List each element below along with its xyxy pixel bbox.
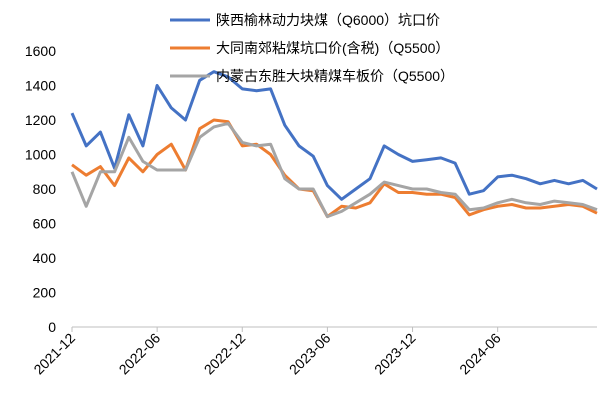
y-tick-label: 400 (33, 250, 57, 266)
y-tick-label: 1000 (25, 147, 56, 163)
y-tick-label: 0 (48, 319, 56, 335)
y-tick-label: 600 (33, 216, 57, 232)
x-tick-label: 2024-06 (456, 330, 504, 378)
y-tick-label: 1600 (25, 43, 56, 59)
legend-label: 陕西榆林动力块煤（Q6000）坑口价 (216, 12, 440, 28)
legend-label: 大同南郊粘煤坑口价(含税)（Q5500） (216, 40, 449, 56)
y-tick-label: 200 (33, 285, 57, 301)
series-line (70, 70, 598, 201)
y-tick-label: 1400 (25, 78, 56, 94)
x-tick-label: 2022-06 (116, 330, 164, 378)
series-line (71, 118, 598, 219)
y-tick-label: 800 (33, 181, 57, 197)
x-tick-label: 2023-12 (371, 330, 419, 378)
series-line (70, 121, 598, 219)
legend-label: 内蒙古东胜大块精煤车板价（Q5500） (216, 68, 454, 84)
y-tick-label: 1200 (25, 112, 56, 128)
x-tick-label: 2023-06 (286, 330, 334, 378)
x-tick-label: 2021-12 (30, 330, 78, 378)
x-tick-label: 2022-12 (201, 330, 249, 378)
